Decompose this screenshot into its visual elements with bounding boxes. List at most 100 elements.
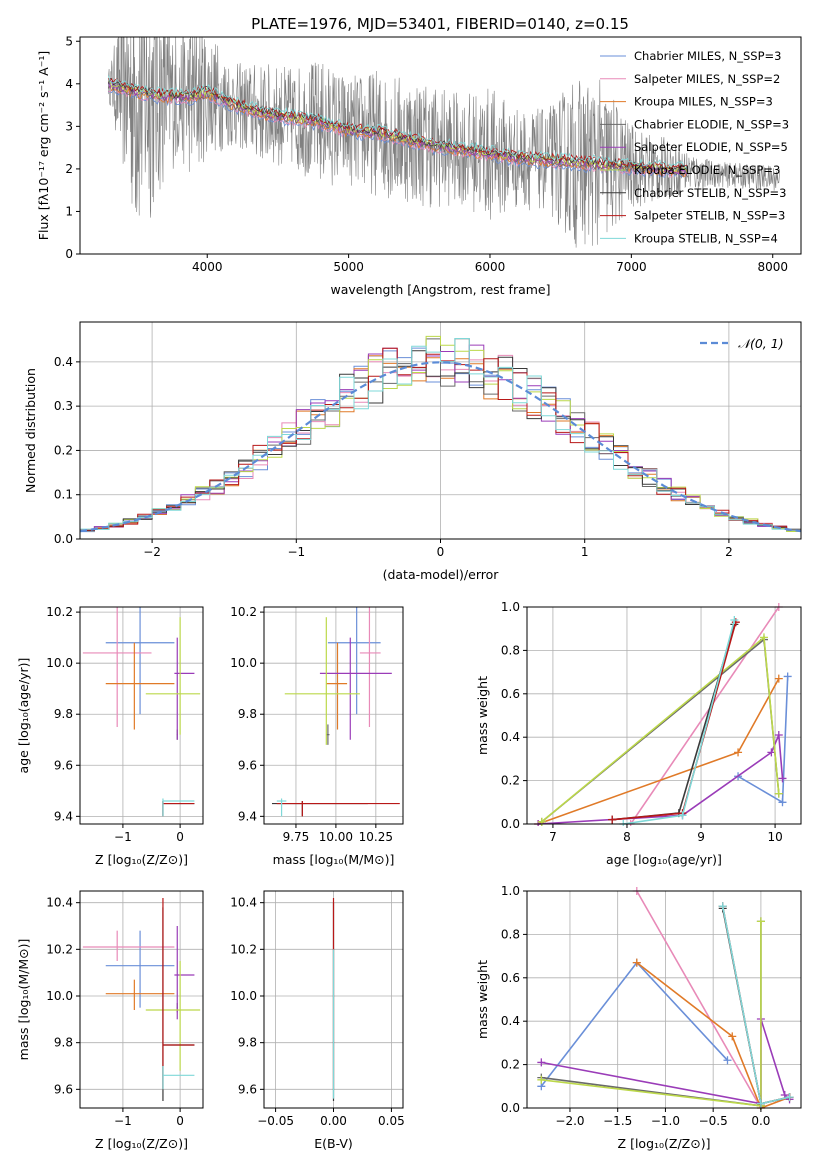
weight-line-kroupa-miles [537,678,780,825]
weight-marker [759,633,768,642]
weight-line-salpeter-miles [630,606,780,825]
x-tick-label: 10.25 [359,830,393,844]
legend-label: Salpeter STELIB, N_SSP=3 [634,209,785,223]
x-tick-label: −1.0 [651,1114,680,1128]
y-tick-label: 9.4 [54,809,73,823]
x-tick-label: −1.5 [603,1114,632,1128]
y-axis-label: mass weight [475,960,490,1039]
legend-label: 𝒩(0, 1) [738,336,784,351]
y-tick-label: 4 [65,77,73,91]
weight-line-kroupa-elodie [541,635,780,823]
weight-marker [678,811,687,820]
y-tick-label: 0.6 [501,687,520,701]
legend-label: Kroupa ELODIE, N_SSP=3 [634,163,780,177]
legend-label: Chabrier STELIB, N_SSP=3 [634,186,786,200]
y-tick-label: 10.4 [46,896,73,910]
y-tick-label: 0.0 [501,1101,520,1115]
spectrum-plot-area [107,37,780,248]
y-tick-label: 9.8 [238,707,257,721]
x-tick-label: 8000 [757,260,788,274]
y-tick-label: 10.2 [46,942,73,956]
x-tick-label: −1 [114,830,132,844]
y-tick-label: 0.6 [501,971,520,985]
x-tick-label: −0.5 [699,1114,728,1128]
x-tick-label: 7000 [616,260,647,274]
y-tick-label: 0.8 [501,927,520,941]
axes-frame [263,606,404,825]
y-axis-label: age [log₁₀(age/yr)] [16,658,31,774]
x-tick-label: −0.05 [257,1114,294,1128]
x-tick-label: 0 [176,1114,184,1128]
weight-plot-area [537,887,794,1110]
mass-vs-ebv-panel: −0.05 0.00 0.05 9.6 9.8 10.0 10.2 10.4 E(B-V) [230,890,405,1151]
errorbar-plot-area [82,607,201,817]
weight-marker [537,1058,546,1067]
weight-marker [730,616,739,625]
x-tick-label: 10.00 [319,830,353,844]
legend-label: Salpeter MILES, N_SSP=2 [634,72,780,86]
histogram-steps-chabrier-elodie [80,338,801,532]
y-tick-label: 0.2 [501,774,520,788]
y-tick-label: 10.2 [230,942,257,956]
legend-label: Salpeter ELODIE, N_SSP=5 [634,140,788,154]
y-tick-label: 1 [65,204,73,218]
weight-marker [756,917,765,926]
x-tick-label: −1 [287,545,305,559]
histogram-plot-area [80,335,801,533]
x-tick-label: −2 [143,545,161,559]
x-tick-label: 2 [725,545,733,559]
axes-frame [526,890,802,1109]
weight-line-chabrier-stelib [721,908,790,1105]
weight-line-kroupa-stelib [721,906,790,1105]
x-axis-label: age [log₁₀(age/yr)] [606,852,722,867]
mass-vs-metallicity-panel: −1 0 9.6 9.8 10.0 10.2 10.4 Z [log₁₀(Z/Z⊙)] mass… [16,890,204,1151]
x-tick-label: 0.00 [320,1114,347,1128]
errorbar-plot-area [271,607,400,817]
x-tick-label: 0.0 [751,1114,770,1128]
y-tick-label: 9.8 [54,707,73,721]
model-spectrum-line-kroupa-stelib [107,75,688,169]
y-tick-label: 10.0 [230,989,257,1003]
x-axis-label: mass [log₁₀(M/M⊙)] [273,852,395,867]
weight-marker [718,902,727,911]
y-tick-label: 1.0 [501,600,520,614]
y-tick-label: 3 [65,119,73,133]
x-axis-label: Z [log₁₀(Z/Z⊙)] [95,852,188,867]
y-tick-label: 0.4 [54,355,73,369]
legend-label: Chabrier MILES, N_SSP=3 [634,49,781,63]
axes-frame [526,606,802,825]
weight-vs-age-panel: 7 8 9 10 0.0 0.2 0.4 0.6 0.8 1.0 age [log₁₀(age/yr… [475,600,802,867]
y-tick-label: 0.0 [54,532,73,546]
x-tick-label: 10 [767,830,782,844]
weight-marker [785,1093,794,1102]
axes-frame [79,36,802,255]
x-tick-label: 0 [176,830,184,844]
x-tick-label: −2.0 [555,1114,584,1128]
axes-frame [79,890,204,1109]
weight-marker [774,789,783,798]
y-tick-label: 9.6 [54,758,73,772]
y-tick-label: 9.6 [54,1082,73,1096]
y-tick-label: 0.4 [501,730,520,744]
weight-marker [728,1032,737,1041]
weight-marker [778,798,787,807]
x-tick-label: 0 [437,545,445,559]
x-axis-label: E(B-V) [314,1136,353,1151]
y-tick-label: 10.2 [46,605,73,619]
y-tick-label: 1.0 [501,884,520,898]
y-tick-label: 10.0 [46,989,73,1003]
legend-label: Kroupa MILES, N_SSP=3 [634,95,773,109]
y-tick-label: 0.0 [501,817,520,831]
y-tick-label: 10.4 [230,896,257,910]
model-spectrum-line-chabrier-elodie [107,81,688,177]
axes-frame [79,606,204,825]
x-axis-label: (data-model)/error [383,567,500,582]
x-tick-label: 4000 [192,260,223,274]
errorbar-plot-area [82,898,201,1101]
weight-marker [778,774,787,783]
normal-distribution-curve [80,361,801,533]
x-tick-label: 8 [623,830,631,844]
figure-title: PLATE=1976, MJD=53401, FIBERID=0140, z=0… [251,15,629,33]
y-tick-label: 9.6 [238,1082,257,1096]
